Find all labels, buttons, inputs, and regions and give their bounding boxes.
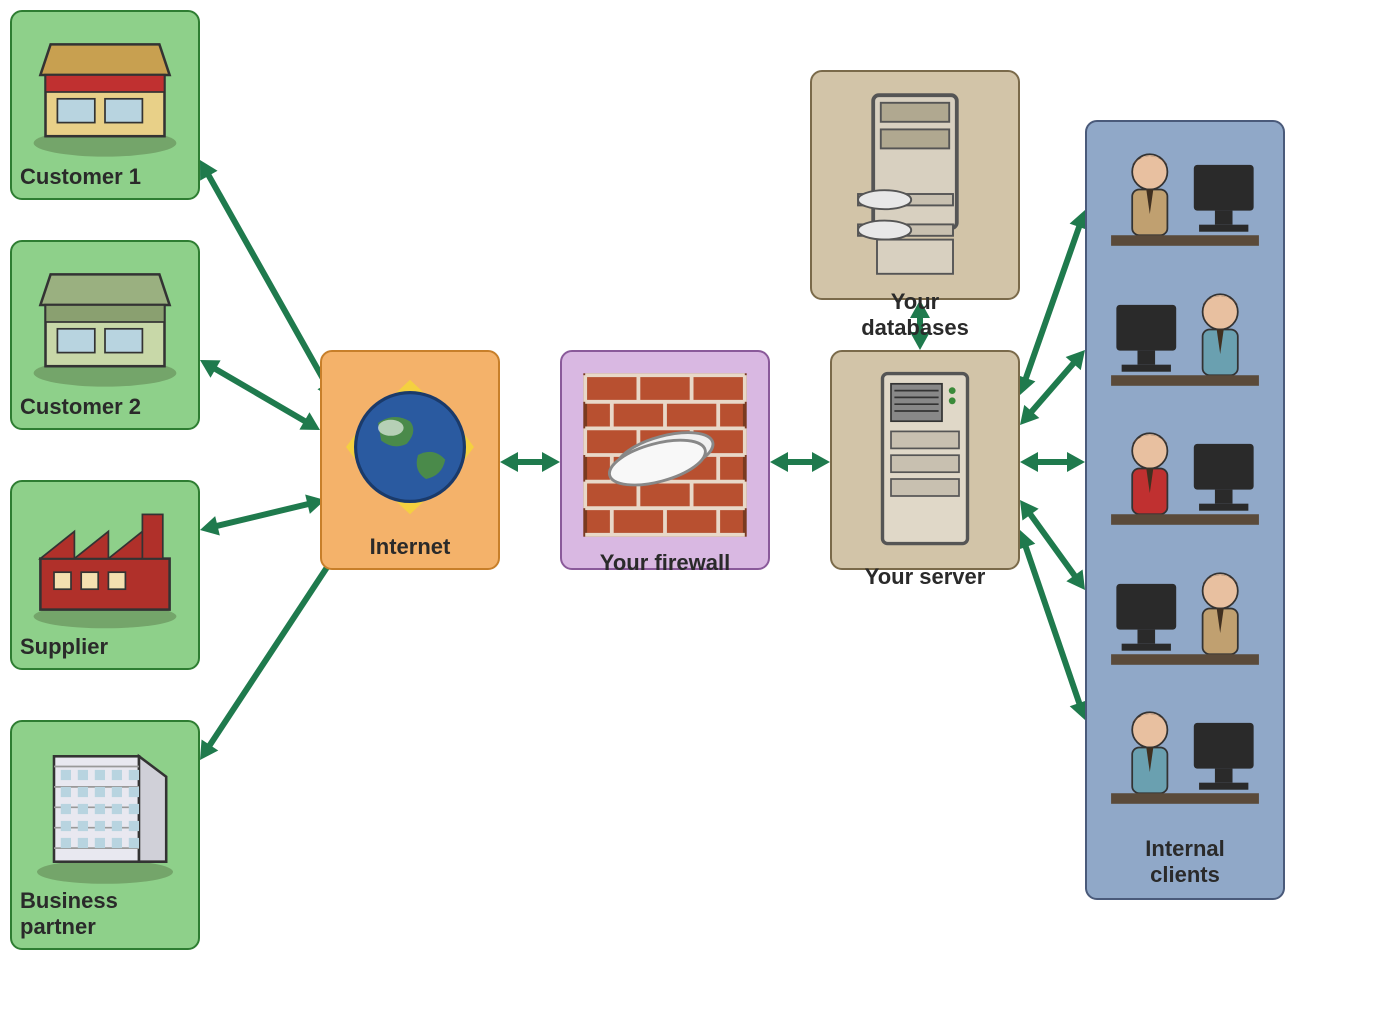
client-1 (1093, 132, 1277, 272)
store-red-icon (20, 20, 190, 164)
person-at-computer-icon (1097, 555, 1273, 687)
client-5 (1093, 690, 1277, 830)
edge-cust1-internet (200, 160, 335, 400)
node-cust2: Customer 2 (10, 240, 200, 430)
factory-icon (20, 490, 190, 634)
node-databases: Your databases (810, 70, 1020, 300)
factory-icon (20, 490, 190, 634)
building-icon (20, 250, 190, 394)
node-internet: Internet (320, 350, 500, 570)
node-server: Your server (830, 350, 1020, 570)
person-at-computer-icon (1097, 415, 1273, 547)
server-icon (840, 360, 1010, 564)
node-clients: Internal clients (1085, 120, 1285, 900)
edge-server-clients (1020, 452, 1085, 472)
globe-icon (330, 360, 490, 534)
edge-server-clients (1020, 500, 1085, 590)
firewall-icon (570, 360, 760, 550)
person-at-computer-icon (1097, 694, 1273, 826)
node-firewall: Your firewall (560, 350, 770, 570)
client-4 (1093, 551, 1277, 691)
diagram-canvas: Customer 1 Customer 2 Supplier Business … (0, 0, 1399, 1011)
edge-server-clients (1017, 210, 1089, 395)
edge-server-clients (1016, 530, 1088, 720)
node-partner: Business partner (10, 720, 200, 950)
node-label-server: Your server (840, 564, 1010, 590)
office-icon (20, 730, 190, 888)
edge-firewall-server (770, 452, 830, 472)
database-icon (820, 80, 1010, 289)
node-label-firewall: Your firewall (570, 550, 760, 576)
node-label-clients: Internal clients (1093, 830, 1277, 888)
edge-server-clients (1020, 350, 1085, 425)
edge-supplier-internet (200, 494, 325, 535)
building-icon (20, 20, 190, 164)
node-supplier: Supplier (10, 480, 200, 670)
edge-partner-internet (200, 540, 345, 760)
firewall-icon (570, 360, 760, 550)
person-at-computer-icon (1097, 276, 1273, 408)
edge-internet-firewall (500, 452, 560, 472)
globe-icon (330, 360, 490, 534)
database-icon (820, 80, 1010, 289)
node-label-databases: Your databases (820, 289, 1010, 341)
node-label-partner: Business partner (20, 888, 190, 940)
client-3 (1093, 411, 1277, 551)
client-2 (1093, 272, 1277, 412)
node-label-cust2: Customer 2 (20, 394, 190, 420)
server-icon (840, 360, 1010, 564)
node-cust1: Customer 1 (10, 10, 200, 200)
node-label-cust1: Customer 1 (20, 164, 190, 190)
person-at-computer-icon (1097, 136, 1273, 268)
edge-cust2-internet (200, 360, 320, 430)
node-label-internet: Internet (330, 534, 490, 560)
node-label-supplier: Supplier (20, 634, 190, 660)
store-green-icon (20, 250, 190, 394)
office-icon (20, 730, 190, 888)
